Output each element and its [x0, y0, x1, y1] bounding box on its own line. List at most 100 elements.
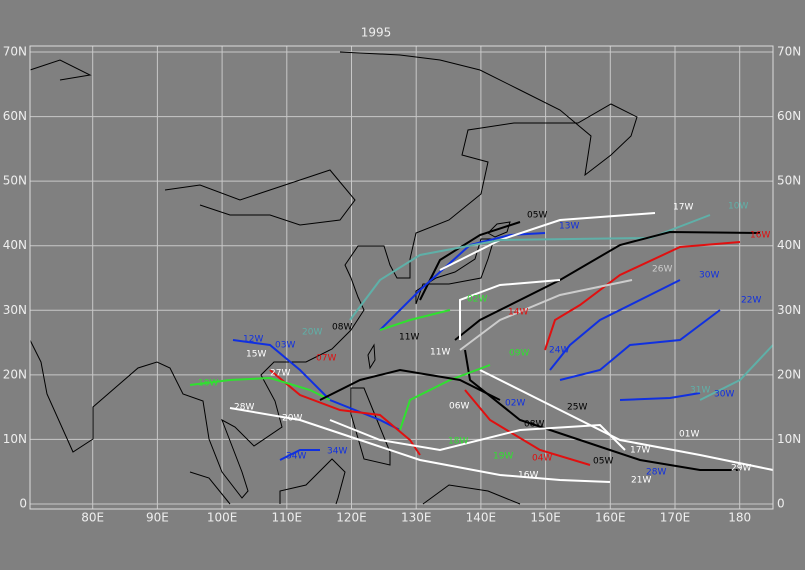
lat-label: 60N	[3, 109, 27, 123]
lat-label: 40N	[3, 238, 27, 252]
storm-track	[319, 368, 501, 401]
storm-track	[232, 339, 401, 431]
lat-label: 50N	[777, 174, 801, 188]
storm-label: 20W	[282, 414, 302, 424]
storm-label: 30W	[714, 390, 734, 400]
storm-label: 11W	[430, 348, 450, 358]
storm-track	[439, 212, 656, 271]
storm-track	[459, 279, 633, 351]
storm-track	[399, 364, 491, 431]
coastline	[367, 343, 376, 370]
lat-label: 50N	[3, 174, 27, 188]
coastline	[422, 484, 521, 505]
map-frame	[29, 45, 774, 510]
lat-label: 20N	[3, 367, 27, 381]
storm-track	[559, 309, 721, 381]
lat-label: 20N	[777, 367, 801, 381]
storm-label: 18W	[198, 379, 218, 389]
coastline	[487, 221, 511, 238]
storm-label: 14W	[508, 308, 528, 318]
coastline	[415, 238, 495, 305]
storm-track	[379, 309, 451, 331]
storm-label: 28W	[646, 468, 666, 478]
coastline	[29, 59, 92, 81]
lon-label: 170E	[660, 511, 691, 525]
coastline	[279, 458, 346, 505]
storm-label: 09W	[509, 349, 529, 359]
coastline	[350, 387, 391, 466]
storm-track	[279, 449, 320, 461]
lat-label: 10N	[777, 432, 801, 446]
storm-label: 34W	[286, 452, 306, 462]
storm-track	[549, 279, 681, 371]
lat-label: 70N	[3, 45, 27, 59]
coastlines	[29, 51, 638, 505]
lat-label: 40N	[777, 238, 801, 252]
storm-label: 02W	[467, 295, 487, 305]
lon-label: 120E	[336, 511, 367, 525]
storm-track	[269, 369, 421, 456]
graticule	[30, 46, 773, 509]
storm-tracks	[189, 212, 774, 483]
lon-label: 100E	[207, 511, 238, 525]
storm-track	[459, 279, 561, 340]
storm-label: 13W	[559, 222, 579, 232]
storm-label: 15W	[246, 350, 266, 360]
lon-label: 140E	[466, 511, 497, 525]
lon-label: 160E	[595, 511, 626, 525]
map-title: 1995	[361, 26, 392, 40]
lat-label: 0	[777, 497, 785, 511]
storm-label: 31W	[690, 386, 710, 396]
lon-label: 150E	[530, 511, 561, 525]
lat-label: 30N	[777, 303, 801, 317]
storm-label: 08W	[524, 420, 544, 430]
storm-label: 07W	[316, 354, 336, 364]
storm-label: 11W	[399, 333, 419, 343]
storm-label: 12W	[243, 335, 263, 345]
storm-label: 30W	[699, 271, 719, 281]
storm-track	[454, 230, 761, 341]
storm-label: 04W	[532, 454, 552, 464]
storm-label: 03W	[275, 341, 295, 351]
lat-label: 10N	[3, 432, 27, 446]
lat-label: 60N	[777, 109, 801, 123]
storm-track	[189, 376, 331, 401]
storm-label: 17W	[630, 446, 650, 456]
storm-label: 20W	[302, 328, 322, 338]
storm-label: 28W	[234, 403, 254, 413]
storm-label: 06W	[449, 402, 469, 412]
storm-label: 17W	[673, 203, 693, 213]
lon-label: 110E	[272, 511, 303, 525]
coastline	[164, 169, 356, 226]
lon-label: 130E	[401, 511, 432, 525]
storm-label: 21W	[631, 476, 651, 486]
storm-track	[619, 392, 701, 401]
storm-label: 05W	[593, 457, 613, 467]
coastline	[29, 51, 638, 499]
storm-track	[329, 419, 626, 452]
storm-labels: 12W 15W 20W 08W 11W 02W 14W 09W 24W 25W 06W 02W 18W 2…	[198, 202, 770, 486]
coastline	[189, 471, 231, 505]
lat-label: 70N	[777, 45, 801, 59]
storm-track	[229, 407, 611, 483]
lon-label: 180	[728, 511, 751, 525]
storm-label: 16W	[518, 471, 538, 481]
lon-label: 90E	[146, 511, 169, 525]
storm-label: 19W	[493, 452, 513, 462]
storm-label: 25W	[567, 403, 587, 413]
storm-track	[699, 344, 774, 401]
storm-track	[479, 369, 774, 471]
storm-label: 22W	[741, 296, 761, 306]
lat-label: 30N	[3, 303, 27, 317]
storm-label: 05W	[527, 211, 547, 221]
storm-label: 29W	[731, 464, 751, 474]
storm-label: 08W	[332, 323, 352, 333]
storm-label: 24W	[549, 346, 569, 356]
storm-label: 01W	[679, 430, 699, 440]
storm-label: 02W	[505, 399, 525, 409]
storm-track	[464, 349, 740, 471]
storm-label: 34W	[327, 447, 347, 457]
storm-label: 10W	[728, 202, 748, 212]
